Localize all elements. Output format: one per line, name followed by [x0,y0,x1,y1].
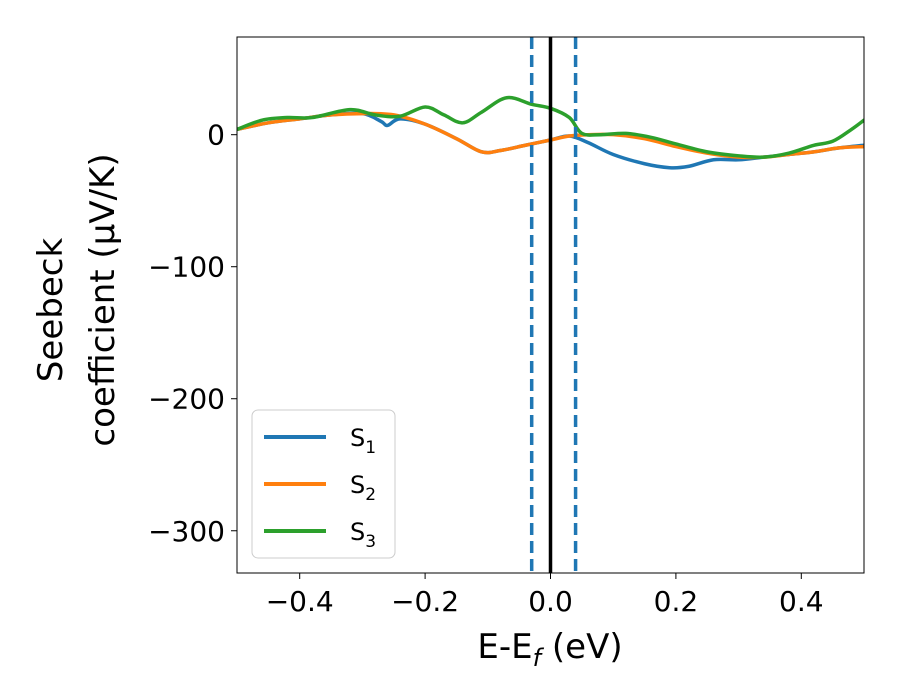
legend-label-s3: S3 [350,518,376,552]
x-axis-label: E-Ef (eV) [477,627,622,672]
x-tick-label: 0.4 [779,585,824,618]
legend-label-s2: S2 [350,471,376,505]
x-axis-label-main: E-E [477,627,532,667]
reference-lines [529,37,578,573]
y-axis-label-line1: Seebeck [31,238,71,383]
y-tick-label: −200 [148,383,225,416]
y-axis-label-line2: coefficient (μV/K) [83,153,123,446]
series-line-s3 [237,95,864,159]
x-axis-ticks: −0.4 −0.2 0.0 0.2 0.4 [266,573,824,618]
y-tick-label: −100 [148,251,225,284]
x-axis-label-unit: (eV) [541,627,623,667]
y-tick-label: −300 [148,515,225,548]
legend-label-s1: S1 [350,424,376,458]
y-tick-label: 0 [207,119,225,152]
legend: S1 S2 S3 [251,409,396,559]
x-tick-label: −0.2 [391,585,459,618]
x-tick-label: 0.0 [528,585,573,618]
y-axis-ticks: 0 −100 −200 −300 [148,119,237,548]
x-tick-label: 0.2 [654,585,699,618]
x-tick-label: −0.4 [266,585,334,618]
